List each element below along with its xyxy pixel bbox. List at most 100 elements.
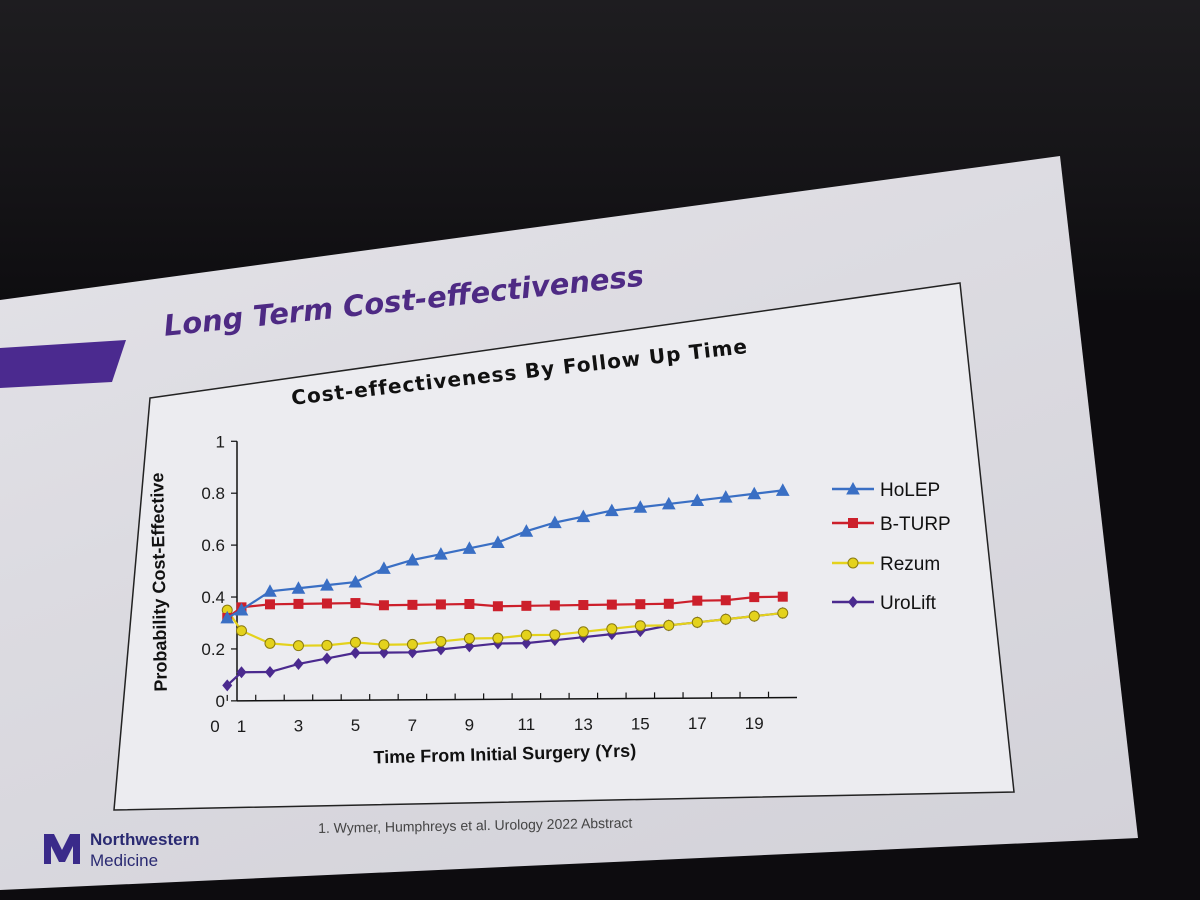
point-rezum bbox=[720, 613, 732, 625]
legend-marker bbox=[846, 481, 860, 495]
legend-item-urolift: UroLift bbox=[832, 593, 937, 614]
legend-item-rezum: Rezum bbox=[832, 554, 940, 575]
y-tick-label: 1 bbox=[216, 432, 225, 451]
y-tick-label: 0.8 bbox=[201, 484, 225, 503]
y-tick-label: 0.4 bbox=[201, 588, 225, 607]
y-tick-label: 0 bbox=[216, 692, 225, 711]
point-b-turp bbox=[549, 600, 560, 611]
y-tick-label: 0.2 bbox=[201, 640, 225, 659]
x-axis-label: Time From Initial Surgery (Yrs) bbox=[373, 741, 636, 768]
point-holep bbox=[747, 486, 762, 500]
point-holep bbox=[491, 535, 505, 548]
northwestern-medicine-logo: Northwestern Medicine bbox=[42, 826, 212, 874]
point-holep bbox=[690, 493, 705, 507]
point-rezum bbox=[264, 637, 276, 649]
point-b-turp bbox=[492, 601, 503, 612]
point-rezum bbox=[691, 616, 703, 628]
point-holep bbox=[220, 610, 235, 624]
point-rezum bbox=[663, 619, 675, 631]
point-rezum bbox=[292, 640, 304, 652]
point-b-turp bbox=[578, 600, 589, 611]
legend-label: B-TURP bbox=[880, 514, 951, 535]
point-b-turp bbox=[777, 591, 788, 602]
point-b-turp bbox=[749, 592, 760, 603]
legend-label: Rezum bbox=[880, 554, 940, 575]
point-holep bbox=[405, 552, 420, 566]
point-b-turp bbox=[264, 599, 275, 610]
point-urolift bbox=[350, 646, 361, 659]
point-b-turp bbox=[321, 598, 332, 609]
point-urolift bbox=[236, 666, 247, 679]
point-rezum bbox=[634, 620, 646, 632]
point-urolift bbox=[321, 652, 332, 665]
point-b-turp bbox=[635, 599, 646, 610]
series-b-turp bbox=[222, 591, 788, 623]
point-holep bbox=[519, 524, 534, 537]
point-holep bbox=[718, 490, 733, 503]
point-holep bbox=[775, 483, 790, 496]
point-rezum bbox=[321, 639, 333, 651]
point-rezum bbox=[577, 626, 589, 638]
point-holep bbox=[434, 547, 448, 560]
legend-marker bbox=[848, 518, 858, 528]
series-line-rezum bbox=[226, 609, 783, 647]
x-tick-label: 13 bbox=[574, 715, 593, 734]
point-rezum bbox=[463, 632, 475, 644]
chart-legend: HoLEP B-TURP Rezum UroLift bbox=[832, 480, 951, 614]
x-tick-label: 11 bbox=[518, 715, 536, 734]
point-b-turp bbox=[692, 595, 703, 606]
point-holep bbox=[377, 561, 391, 574]
y-axis-label: Probability Cost-Effective bbox=[147, 472, 171, 691]
point-b-turp bbox=[350, 598, 361, 609]
point-rezum bbox=[349, 636, 361, 648]
point-rezum bbox=[520, 629, 532, 641]
x-tick-label: 0 bbox=[210, 717, 219, 736]
x-axis-line bbox=[236, 696, 798, 702]
point-holep bbox=[548, 515, 562, 529]
point-rezum bbox=[492, 632, 504, 644]
nm-logo-icon bbox=[44, 834, 80, 864]
point-urolift bbox=[264, 666, 275, 679]
point-b-turp bbox=[378, 600, 389, 611]
logo-text-line1: Northwestern bbox=[90, 830, 200, 849]
chart-series bbox=[220, 483, 790, 692]
series-holep bbox=[220, 483, 790, 624]
legend-marker bbox=[847, 557, 859, 569]
x-tick-label: 5 bbox=[351, 716, 360, 735]
point-b-turp bbox=[464, 599, 475, 610]
x-tick-label: 7 bbox=[408, 716, 417, 735]
point-urolift bbox=[435, 643, 446, 656]
point-urolift bbox=[222, 679, 233, 692]
x-tick-label: 9 bbox=[465, 715, 474, 734]
series-rezum bbox=[221, 604, 789, 652]
point-holep bbox=[633, 500, 648, 513]
point-holep bbox=[462, 541, 477, 554]
point-rezum bbox=[235, 625, 247, 637]
x-tick-label: 3 bbox=[294, 716, 303, 735]
point-holep bbox=[234, 602, 249, 616]
point-b-turp bbox=[407, 599, 418, 610]
point-urolift bbox=[464, 640, 475, 653]
point-holep bbox=[661, 496, 676, 510]
point-b-turp bbox=[606, 599, 617, 610]
point-holep bbox=[348, 575, 363, 588]
legend-label: HoLEP bbox=[880, 480, 940, 501]
point-holep bbox=[263, 584, 277, 597]
point-b-turp bbox=[435, 599, 446, 610]
point-b-turp bbox=[521, 600, 532, 611]
point-urolift bbox=[521, 637, 532, 650]
point-rezum bbox=[406, 638, 418, 650]
x-tick-label: 19 bbox=[745, 714, 764, 733]
series-urolift bbox=[222, 607, 788, 692]
legend-item-b-turp: B-TURP bbox=[832, 514, 951, 535]
point-holep bbox=[320, 578, 334, 591]
point-holep bbox=[291, 581, 306, 594]
point-rezum bbox=[777, 607, 789, 619]
point-rezum bbox=[748, 610, 760, 622]
point-b-turp bbox=[293, 598, 304, 609]
y-tick-label: 0.6 bbox=[201, 536, 225, 555]
x-tick-label: 15 bbox=[631, 714, 650, 733]
point-urolift bbox=[407, 646, 418, 659]
